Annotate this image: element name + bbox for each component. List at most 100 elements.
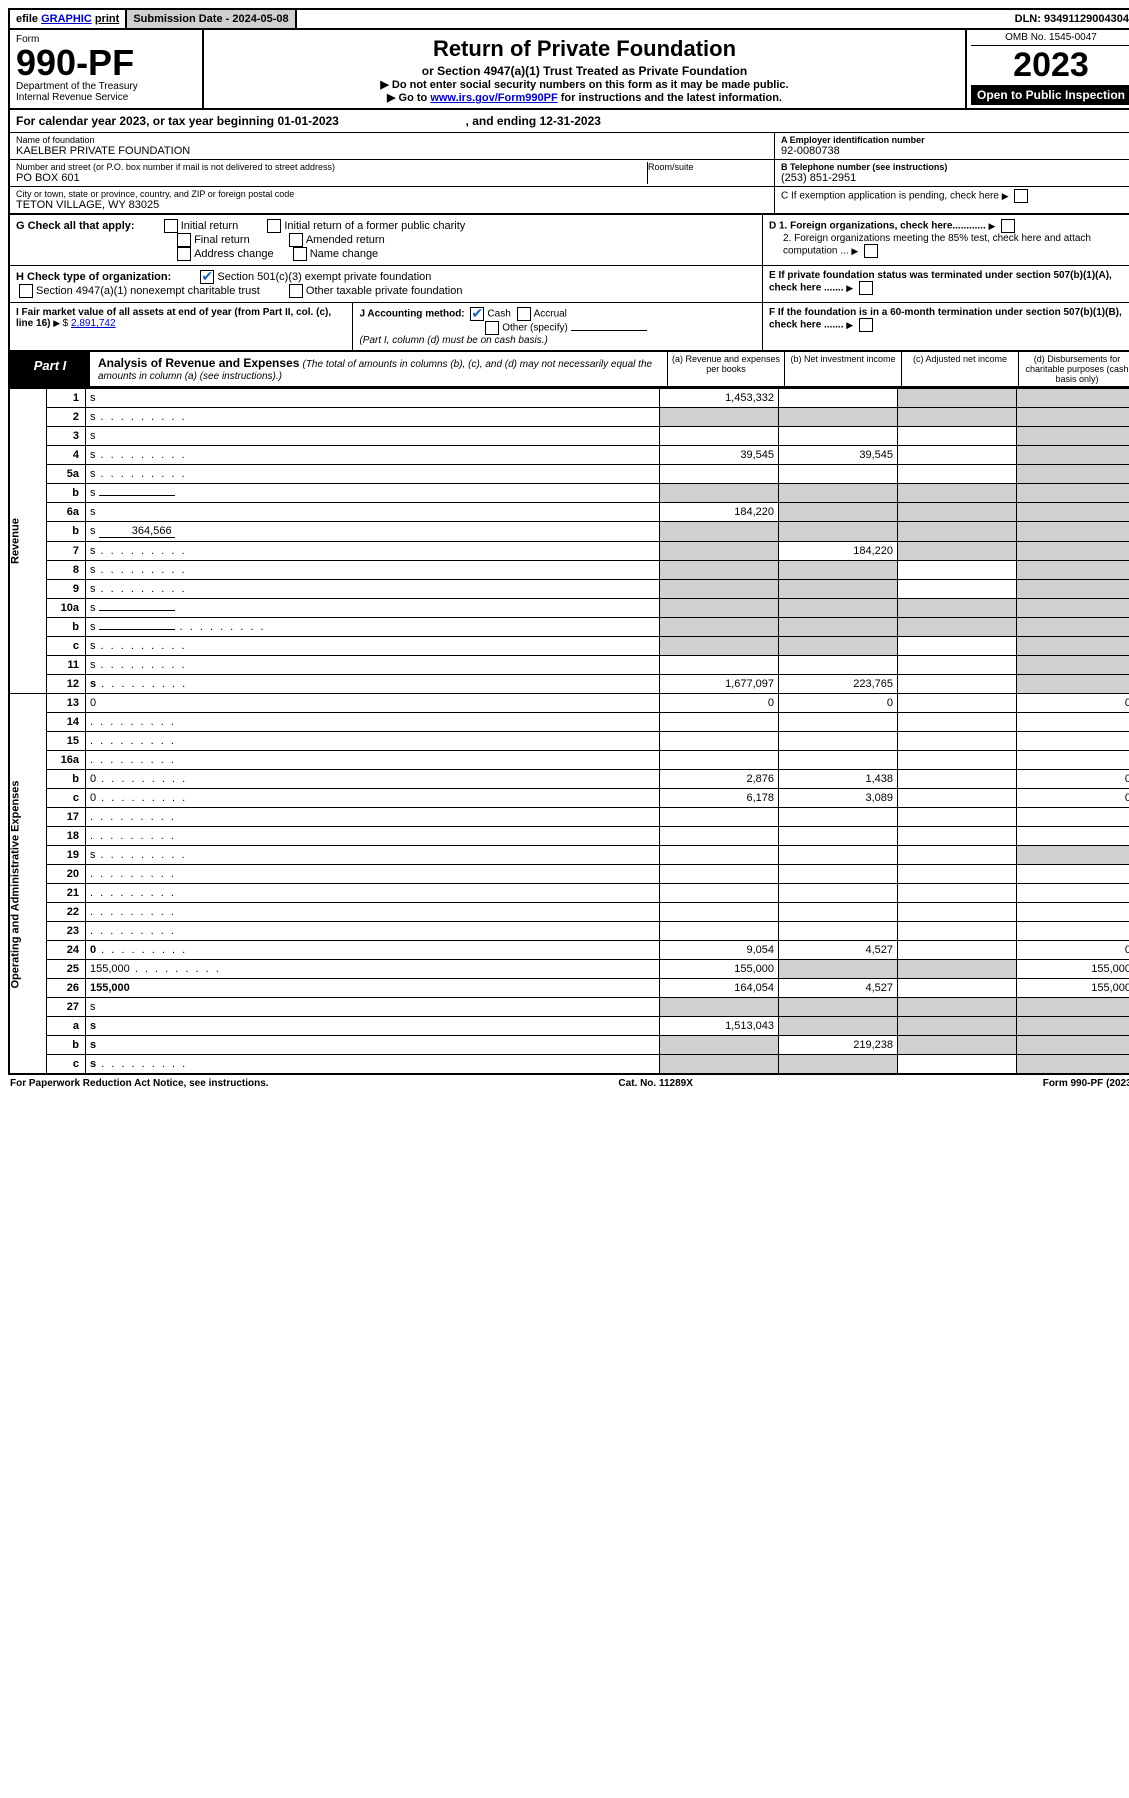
col-a-value [660, 580, 779, 599]
line-number: 17 [47, 808, 86, 827]
table-row: bs [9, 484, 1129, 503]
line-description: s [86, 846, 660, 865]
line-description: s [86, 637, 660, 656]
g-opt-0: Initial return [181, 220, 238, 232]
h-left: H Check type of organization: Section 50… [10, 266, 762, 302]
instr-1: ▶ Do not enter social security numbers o… [212, 78, 957, 91]
g-amended-checkbox[interactable] [289, 233, 303, 247]
d2-label: 2. Foreign organizations meeting the 85%… [783, 233, 1091, 257]
arrow-icon [851, 246, 860, 257]
j-accrual-checkbox[interactable] [517, 307, 531, 321]
col-c-value [898, 884, 1017, 903]
col-a-value [660, 865, 779, 884]
table-row: 5as [9, 465, 1129, 484]
line-number: b [47, 1036, 86, 1055]
j-other-checkbox[interactable] [485, 321, 499, 335]
room-cell: Room/suite [648, 162, 768, 184]
col-a-value [660, 998, 779, 1017]
col-a-value [660, 884, 779, 903]
g-final-checkbox[interactable] [177, 233, 191, 247]
inline-value [99, 495, 175, 496]
line-description: s [86, 618, 660, 637]
line-number: 11 [47, 656, 86, 675]
col-a-value [660, 732, 779, 751]
arrow-icon [989, 221, 998, 232]
col-a-value [660, 846, 779, 865]
line-description [86, 903, 660, 922]
d1-checkbox[interactable] [1001, 219, 1015, 233]
line-description: s [86, 561, 660, 580]
table-row: 22 [9, 903, 1129, 922]
f-checkbox[interactable] [859, 318, 873, 332]
table-row: 8s [9, 561, 1129, 580]
form-subtitle: or Section 4947(a)(1) Trust Treated as P… [212, 64, 957, 78]
col-d-value [1017, 542, 1129, 561]
g-address-checkbox[interactable] [177, 247, 191, 261]
col-b-value: 184,220 [779, 542, 898, 561]
col-c-value [898, 998, 1017, 1017]
e-checkbox[interactable] [859, 281, 873, 295]
arrow-icon [846, 283, 855, 294]
g-name-checkbox[interactable] [293, 247, 307, 261]
line-description: s [86, 675, 660, 694]
footer-mid: Cat. No. 11289X [618, 1078, 692, 1089]
h-4947-checkbox[interactable] [19, 284, 33, 298]
col-d-value [1017, 903, 1129, 922]
table-row: bs 364,566 [9, 522, 1129, 542]
phone-value: (253) 851-2951 [781, 172, 1129, 184]
d2-checkbox[interactable] [864, 244, 878, 258]
g-opt-4: Address change [194, 248, 274, 260]
page-footer: For Paperwork Reduction Act Notice, see … [8, 1075, 1129, 1092]
g-opt-1: Initial return of a former public charit… [284, 220, 465, 232]
h-other-checkbox[interactable] [289, 284, 303, 298]
col-a-value [660, 599, 779, 618]
c-checkbox[interactable] [1014, 189, 1028, 203]
calendar-year-row: For calendar year 2023, or tax year begi… [8, 110, 1129, 133]
line-description: s [86, 998, 660, 1017]
street-cell: Number and street (or P.O. box number if… [16, 162, 648, 184]
print-link[interactable]: print [95, 13, 119, 25]
column-headers: (a) Revenue and expenses per books (b) N… [667, 352, 1129, 386]
instr-2: ▶ Go to www.irs.gov/Form990PF for instru… [212, 91, 957, 104]
col-b-value [779, 827, 898, 846]
line-description [86, 751, 660, 770]
col-c-value [898, 465, 1017, 484]
col-d-value: 0 [1017, 694, 1129, 713]
submission-cell: Submission Date - 2024-05-08 [127, 10, 296, 28]
col-b-value [779, 884, 898, 903]
line-number: 3 [47, 427, 86, 446]
col-b-value [779, 580, 898, 599]
j-cash-checkbox[interactable] [470, 307, 484, 321]
line-description [86, 808, 660, 827]
col-a-value: 39,545 [660, 446, 779, 465]
fmv-value[interactable]: 2,891,742 [71, 318, 116, 329]
j-opt-1: Accrual [534, 309, 567, 320]
g-initial-former-checkbox[interactable] [267, 219, 281, 233]
irs-link[interactable]: www.irs.gov/Form990PF [430, 92, 557, 104]
line-number: 6a [47, 503, 86, 522]
col-c-value [898, 903, 1017, 922]
line-number: 26 [47, 979, 86, 998]
col-a-value: 155,000 [660, 960, 779, 979]
graphic-link[interactable]: GRAPHIC [41, 13, 92, 25]
col-a-value: 1,677,097 [660, 675, 779, 694]
g-initial-checkbox[interactable] [164, 219, 178, 233]
section-h: H Check type of organization: Section 50… [8, 266, 1129, 303]
j-note: (Part I, column (d) must be on cash basi… [359, 335, 547, 346]
table-row: 2s [9, 408, 1129, 427]
entity-right: A Employer identification number 92-0080… [774, 133, 1129, 213]
j-other-input[interactable] [571, 330, 647, 331]
line-description: s [86, 503, 660, 522]
h-501c3-checkbox[interactable] [200, 270, 214, 284]
dln-label: DLN: [1015, 13, 1044, 25]
e-label: E If private foundation status was termi… [769, 270, 1112, 294]
col-b-value [779, 846, 898, 865]
col-c-value [898, 580, 1017, 599]
col-d-value [1017, 408, 1129, 427]
footer-left: For Paperwork Reduction Act Notice, see … [10, 1078, 269, 1089]
irs-label: Internal Revenue Service [16, 92, 196, 103]
dept-treasury: Department of the Treasury [16, 81, 196, 92]
phone-label: B Telephone number (see instructions) [781, 162, 1129, 172]
col-a-value [660, 408, 779, 427]
col-b-value: 39,545 [779, 446, 898, 465]
